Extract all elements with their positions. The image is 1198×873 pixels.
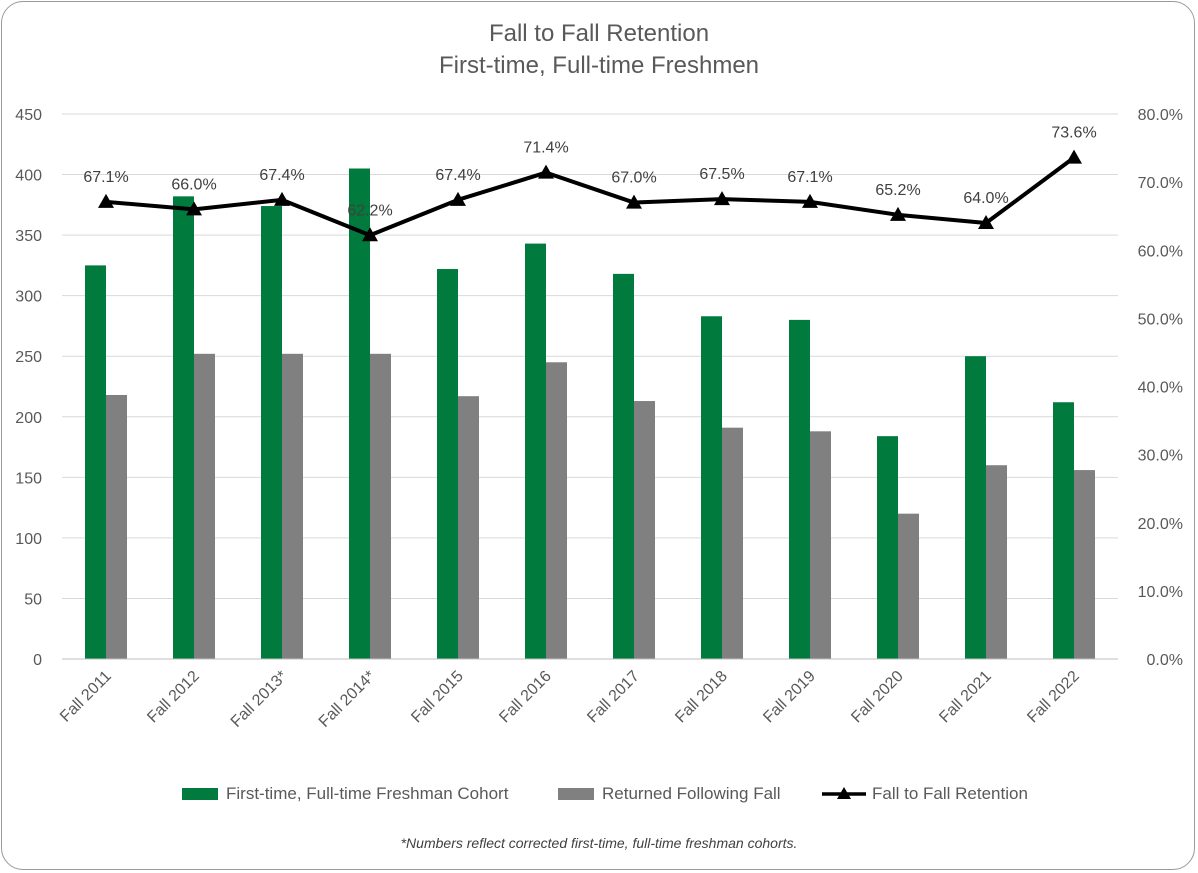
x-tick-label: Fall 2015: [408, 668, 467, 727]
retention-marker: [714, 191, 730, 206]
x-tick-label: Fall 2014*: [316, 668, 379, 731]
y-right-tick-label: 80.0%: [1138, 107, 1183, 124]
retention-data-label: 71.4%: [523, 140, 568, 157]
bar-returned: [194, 353, 215, 659]
retention-marker: [802, 193, 818, 208]
bar-returned: [1074, 470, 1095, 659]
x-tick-label: Fall 2016: [496, 668, 555, 727]
y-right-tick-label: 20.0%: [1138, 516, 1183, 533]
retention-data-label: 67.5%: [699, 166, 744, 183]
bar-returned: [898, 513, 919, 659]
y-right-tick-label: 70.0%: [1138, 175, 1183, 192]
retention-data-label: 64.0%: [963, 190, 1008, 207]
bar-cohort: [1053, 402, 1074, 659]
x-tick-label: Fall 2020: [848, 668, 907, 727]
retention-marker: [978, 215, 994, 229]
legend-swatch-returned: [558, 788, 594, 800]
bar-returned: [282, 353, 303, 659]
retention-marker: [538, 164, 554, 179]
retention-marker: [890, 206, 906, 221]
y-right-tick-label: 60.0%: [1138, 243, 1183, 260]
retention-marker: [98, 193, 114, 208]
x-tick-label: Fall 2019: [760, 668, 819, 727]
retention-marker: [362, 227, 378, 242]
bar-cohort: [261, 206, 282, 660]
bar-cohort: [349, 168, 370, 659]
retention-data-label: 65.2%: [875, 182, 920, 199]
retention-data-label: 67.1%: [787, 169, 832, 186]
bar-cohort: [613, 273, 634, 659]
y-left-tick-label: 450: [15, 107, 42, 124]
bar-cohort: [85, 265, 106, 659]
x-tick-label: Fall 2012: [144, 668, 203, 727]
chart-title-block: Fall to Fall Retention First-time, Full-…: [0, 18, 1198, 82]
legend-swatch-cohort: [182, 788, 218, 800]
bar-returned: [810, 431, 831, 659]
retention-data-label: 73.6%: [1051, 125, 1096, 142]
bar-returned: [370, 353, 391, 659]
bar-returned: [986, 465, 1007, 659]
chart-subtitle: First-time, Full-time Freshmen: [438, 52, 760, 79]
retention-data-label: 67.4%: [435, 167, 480, 184]
y-right-tick-label: 10.0%: [1138, 584, 1183, 601]
legend-label-retention: Fall to Fall Retention: [872, 784, 1028, 803]
y-left-tick-label: 150: [15, 470, 42, 487]
bar-returned: [722, 427, 743, 659]
y-left-tick-label: 100: [15, 531, 42, 548]
y-right-tick-label: 30.0%: [1138, 448, 1183, 465]
bar-cohort: [525, 243, 546, 660]
bar-cohort: [789, 319, 810, 659]
bar-returned: [106, 394, 127, 659]
retention-marker: [274, 191, 290, 206]
bar-cohort: [173, 196, 194, 659]
retention-data-label: 66.0%: [171, 176, 216, 193]
bar-returned: [634, 401, 655, 659]
y-right-tick-label: 0.0%: [1147, 652, 1183, 669]
legend-item-returned: Returned Following Fall: [558, 784, 781, 804]
chart-legend: First-time, Full-time Freshman Cohort Re…: [0, 784, 1198, 808]
x-tick-label: Fall 2011: [57, 668, 115, 726]
retention-marker: [1066, 149, 1082, 164]
y-left-tick-label: 0: [33, 652, 42, 669]
y-left-tick-label: 300: [15, 289, 42, 306]
retention-data-label: 67.4%: [259, 167, 304, 184]
chart-title: Fall to Fall Retention: [488, 20, 710, 47]
bar-cohort: [965, 356, 986, 659]
retention-marker: [186, 201, 202, 216]
retention-marker: [626, 194, 642, 209]
legend-item-retention: Fall to Fall Retention: [822, 784, 1028, 804]
x-tick-label: Fall 2018: [672, 668, 731, 727]
y-left-tick-label: 350: [15, 228, 42, 245]
bar-returned: [546, 362, 567, 659]
x-tick-label: Fall 2021: [936, 668, 995, 727]
bar-cohort: [701, 316, 722, 659]
retention-data-label: 62.2%: [347, 202, 392, 219]
y-left-tick-label: 400: [15, 168, 42, 185]
bar-cohort: [877, 436, 898, 659]
retention-data-label: 67.0%: [611, 170, 656, 187]
y-right-tick-label: 50.0%: [1138, 311, 1183, 328]
bar-cohort: [437, 269, 458, 659]
chart-footnote: *Numbers reflect corrected first-time, f…: [400, 835, 798, 851]
y-left-tick-label: 250: [15, 349, 42, 366]
y-left-tick-label: 200: [15, 410, 42, 427]
y-right-tick-label: 40.0%: [1138, 380, 1183, 397]
x-tick-label: Fall 2022: [1024, 668, 1083, 727]
legend-swatch-retention: [822, 787, 866, 799]
legend-label-returned: Returned Following Fall: [602, 784, 781, 803]
legend-item-cohort: First-time, Full-time Freshman Cohort: [182, 784, 508, 804]
bar-returned: [458, 396, 479, 659]
y-left-tick-label: 50: [24, 591, 42, 608]
retention-marker: [450, 191, 466, 206]
retention-line: [105, 155, 1076, 238]
retention-data-label: 67.1%: [83, 169, 128, 186]
x-tick-label: Fall 2017: [584, 668, 643, 727]
x-tick-label: Fall 2013*: [228, 668, 291, 731]
legend-label-cohort: First-time, Full-time Freshman Cohort: [226, 784, 509, 803]
